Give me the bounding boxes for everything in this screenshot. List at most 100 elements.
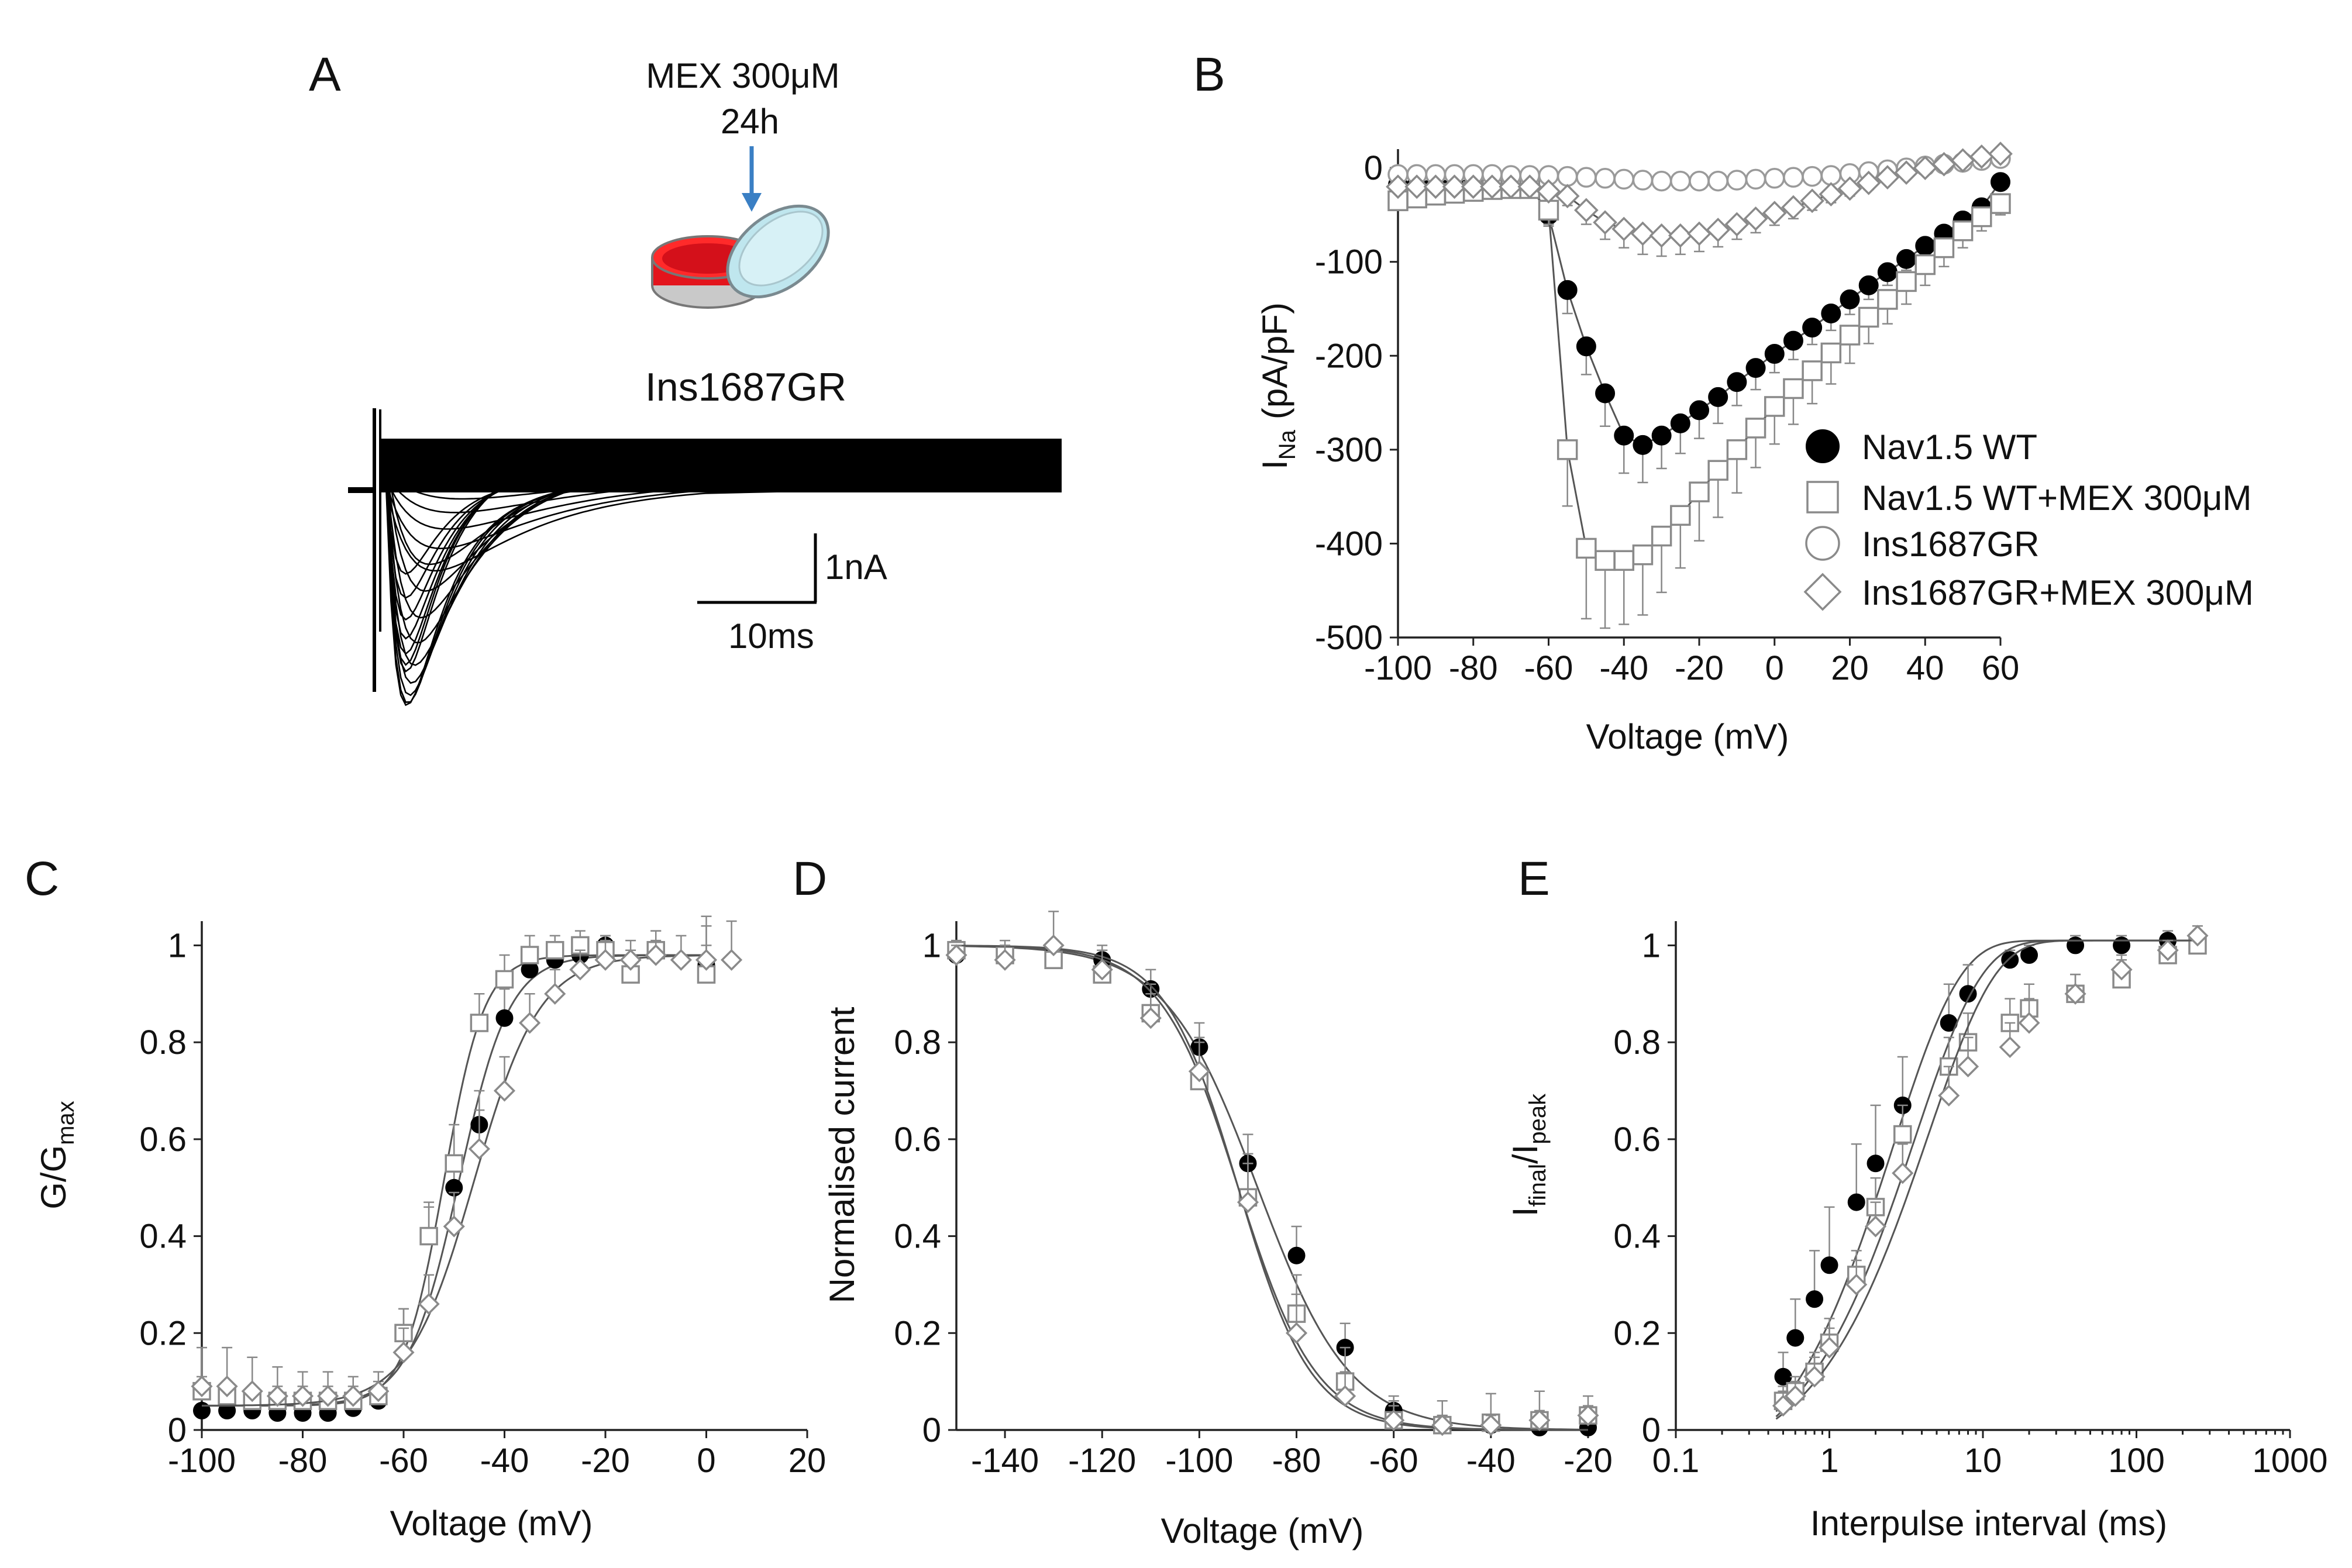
panel-c-point-ins1687gr-mex-300-m [721, 949, 743, 971]
panel-b-point-nav1-5-wt [1915, 236, 1936, 256]
panel-b-xtick-label: 20 [1831, 649, 1869, 687]
panel-b-point-ins1687gr-mex-300-m [1875, 165, 1900, 190]
panel-b-point-ins1687gr-mex-300-m [1969, 144, 1994, 169]
current-trace-17 [383, 481, 1059, 703]
current-trace-9 [383, 484, 1059, 572]
panel-b-xtick-label: -40 [1599, 649, 1648, 687]
panel-b-point-ins1687gr [1764, 168, 1785, 189]
panel-b-point-ins1687gr [1707, 170, 1728, 192]
panel-b-point-nav1-5-wt [1896, 249, 1917, 269]
panel-d-point-ins1687gr-mex-300-m [1334, 1385, 1356, 1407]
panel-b-point-ins1687gr-mex-300-m [1593, 210, 1617, 235]
panel-b-point-nav1-5-wt-mex-300-m [1707, 460, 1728, 481]
panel-e-point-ins1687gr-mex-300-m [1999, 1036, 2021, 1059]
panel-c-ytick-label: 0.6 [139, 1121, 187, 1159]
treatment-arrow [742, 146, 762, 212]
panel-e-ylabel-mid: /I [1506, 1145, 1545, 1164]
panel-b-xtick-label: 0 [1765, 649, 1784, 687]
panel-c-point-ins1687gr-mex-300-m [468, 1138, 490, 1160]
panel-b-point-nav1-5-wt [1840, 289, 1860, 309]
panel-e-point-ins1687gr-mex-300-m [2186, 925, 2209, 947]
panel-b-point-nav1-5-wt [1783, 330, 1803, 351]
panel-b-point-ins1687gr-mex-300-m [1781, 195, 1806, 220]
panel-b-point-ins1687gr-mex-300-m [1988, 142, 2013, 166]
panel-e-ytick-label: 0.4 [1613, 1218, 1661, 1256]
panel-e-series-nav1-5-wt [1774, 930, 2206, 1412]
panel-e-xtick-label: 0.1 [1652, 1442, 1700, 1480]
panel-b-ytick-label: -400 [1315, 525, 1383, 563]
legend-marker-ins [1805, 526, 1840, 561]
panel-c-xlabel: Voltage (mV) [390, 1504, 593, 1543]
legend-marker-ins-mex [1803, 573, 1842, 611]
panel-b-point-nav1-5-wt-mex-300-m [1839, 325, 1861, 346]
panel-b-xtick-label: -20 [1675, 649, 1724, 687]
panel-b-point-nav1-5-wt-mex-300-m [1990, 193, 2011, 214]
scale-bar: 1nA 10ms [697, 533, 887, 656]
panel-b-point-ins1687gr [1556, 166, 1578, 187]
panel-b-point-ins1687gr-mex-300-m [1668, 223, 1693, 248]
legend-marker-wt [1806, 429, 1840, 463]
panel-d-point-ins1687gr-mex-300-m [945, 944, 967, 966]
panel-b-point-nav1-5-wt-mex-300-m [1651, 525, 1672, 547]
panel-b-point-nav1-5-wt-mex-300-m [1783, 378, 1804, 399]
scale-current-label: 1nA [825, 547, 887, 587]
panel-b-ylabel-unit: (pA/pF) [1255, 302, 1294, 419]
panel-b-point-ins1687gr-mex-300-m [1762, 201, 1787, 226]
panel-b-point-nav1-5-wt-mex-300-m [1595, 550, 1616, 571]
panel-e-data [1772, 925, 2209, 1420]
panel-e-ylabel-sub2: peak [1525, 1093, 1551, 1145]
panel-e-xtick-label: 10 [1964, 1442, 2002, 1480]
panel-c-chart: -100 -80 -60 -40 -20 0 20 0 0.2 0.4 0.6 0.8 1 Voltag… [34, 915, 826, 1543]
legend-label-ins: Ins1687GR [1862, 525, 2040, 564]
panel-d-point-ins1687gr-mex-300-m [1528, 1409, 1551, 1432]
panel-c-point-nav1-5-wt-mex-300-m [495, 970, 514, 989]
panel-c-point-nav1-5-wt-mex-300-m [419, 1226, 438, 1246]
panel-d-point-ins1687gr-mex-300-m [1188, 1060, 1210, 1083]
panel-b-point-ins1687gr-mex-300-m [1630, 221, 1655, 246]
current-trace-7 [383, 477, 1059, 530]
panel-a: MEX 300μM 24h Ins1687GR [348, 56, 1062, 707]
panel-e-point-ins1687gr-mex-300-m [1772, 1394, 1795, 1417]
panel-b-point-ins1687gr-mex-300-m [1894, 160, 1919, 185]
panel-b-ytick-label: 0 [1364, 149, 1383, 187]
panel-e-point-nav1-5-wt-mex-300-m [1893, 1125, 1912, 1144]
panel-b-ytick-label: -500 [1315, 619, 1383, 657]
panel-e-xtick-label: 1 [1820, 1442, 1838, 1480]
panel-d-xtick-label: -60 [1369, 1442, 1418, 1480]
panel-c-ytick-label: 0.2 [139, 1314, 187, 1352]
panel-b-point-ins1687gr-mex-300-m [1800, 188, 1824, 213]
panel-e-ylabel-sub1: final [1525, 1164, 1551, 1207]
panel-c-point-ins1687gr-mex-300-m [191, 1375, 213, 1398]
panel-d-xtick-label: -80 [1272, 1442, 1321, 1480]
panel-e-ytick-label: 1 [1642, 926, 1661, 964]
panel-b-point-nav1-5-wt-mex-300-m [1764, 396, 1785, 417]
panel-b-point-nav1-5-wt [1858, 275, 1879, 295]
panel-e-ylabel-main: I [1506, 1207, 1545, 1217]
panel-b-point-nav1-5-wt [1802, 318, 1823, 338]
panel-b-point-nav1-5-wt-mex-300-m [1538, 199, 1559, 221]
panel-d-ytick-label: 0.2 [894, 1314, 941, 1352]
panel-b-point-ins1687gr-mex-300-m [1856, 170, 1881, 195]
panel-c-point-ins1687gr-mex-300-m [342, 1385, 364, 1407]
panel-c-point-ins1687gr-mex-300-m [645, 944, 667, 966]
panel-b-xlabel: Voltage (mV) [1586, 717, 1789, 756]
panel-b-xtick-label: -60 [1524, 649, 1573, 687]
svg-text:INa(pA/pF): INa (pA/pF) [1255, 302, 1300, 470]
panel-d-point-ins1687gr-mex-300-m [1480, 1414, 1502, 1436]
panel-b-point-nav1-5-wt-mex-300-m [1858, 306, 1879, 328]
panel-b-point-ins1687gr-mex-300-m [1461, 174, 1486, 199]
panel-d-point-ins1687gr-mex-300-m [1285, 1322, 1308, 1344]
panel-b-xtick-label: 60 [1982, 649, 2020, 687]
panel-b-point-nav1-5-wt-mex-300-m [1576, 537, 1597, 559]
panel-b-point-ins1687gr-mex-300-m [1706, 218, 1731, 242]
panel-c-ylabel: G/Gmax [34, 1101, 79, 1209]
panel-e-xtick-label: 100 [2108, 1442, 2165, 1480]
panel-b-point-nav1-5-wt [1727, 372, 1747, 392]
panel-b-point-nav1-5-wt-mex-300-m [1632, 544, 1654, 566]
panel-b-point-ins1687gr-mex-300-m [1649, 223, 1674, 248]
current-trace-8 [383, 481, 1059, 550]
panel-b-point-nav1-5-wt-mex-300-m [1556, 439, 1578, 460]
panel-d-ytick-label: 0.6 [894, 1121, 941, 1159]
panel-e-point-ins1687gr-mex-300-m [1845, 1273, 1868, 1296]
